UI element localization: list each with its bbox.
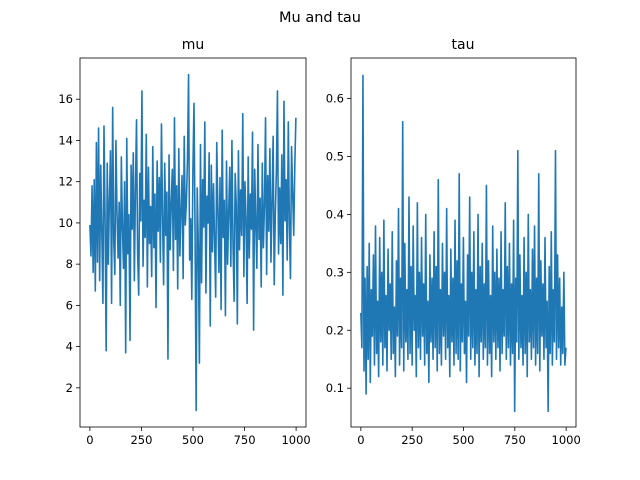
tau-y-tick-label: 0.6 xyxy=(326,92,344,106)
mu-y-tick-label: 16 xyxy=(58,92,73,106)
tau-panel-title: tau xyxy=(452,37,475,53)
mu-x-tick-label: 500 xyxy=(182,433,204,447)
mu-y-ticks: 2 4 6 8 10 12 14 16 xyxy=(58,92,80,395)
mu-panel-title: mu xyxy=(182,37,205,53)
mu-y-tick-label: 6 xyxy=(66,298,73,312)
tau-y-tick-label: 0.4 xyxy=(326,207,344,221)
mu-x-tick-label: 250 xyxy=(130,433,152,447)
figure-title: Mu and tau xyxy=(279,10,361,26)
mu-y-tick-label: 8 xyxy=(66,257,73,271)
mu-panel: mu 0 250 500 750 1000 2 4 6 8 10 12 14 16 xyxy=(58,37,310,447)
tau-x-tick-label: 0 xyxy=(357,433,364,447)
mu-series-layer xyxy=(89,73,297,412)
mu-x-tick-label: 1000 xyxy=(281,433,310,447)
mu-x-ticks: 0 250 500 750 1000 xyxy=(86,427,311,447)
mu-y-tick-label: 2 xyxy=(66,381,73,395)
tau-y-tick-label: 0.2 xyxy=(326,323,344,337)
tau-series-line-0 xyxy=(360,74,567,413)
tau-x-tick-label: 500 xyxy=(453,433,475,447)
tau-y-ticks: 0.1 0.2 0.3 0.4 0.5 0.6 xyxy=(326,92,351,395)
tau-y-tick-label: 0.5 xyxy=(326,149,344,163)
mu-y-tick-label: 10 xyxy=(58,216,73,230)
tau-x-ticks: 0 250 500 750 1000 xyxy=(357,427,581,447)
tau-y-tick-label: 0.3 xyxy=(326,265,344,279)
tau-x-tick-label: 750 xyxy=(504,433,526,447)
mu-x-tick-label: 0 xyxy=(86,433,93,447)
tau-y-tick-label: 0.1 xyxy=(326,381,344,395)
mu-y-tick-label: 14 xyxy=(58,133,73,147)
mu-series-line-0 xyxy=(89,73,297,412)
tau-panel: tau 0 250 500 750 1000 0.1 0.2 0.3 0.4 0.5 0.6 xyxy=(326,37,581,447)
mu-x-tick-label: 750 xyxy=(234,433,256,447)
tau-series-layer xyxy=(360,74,567,413)
mu-y-tick-label: 12 xyxy=(58,175,73,189)
tau-x-tick-label: 250 xyxy=(401,433,423,447)
tau-x-tick-label: 1000 xyxy=(552,433,581,447)
mu-y-tick-label: 4 xyxy=(66,340,73,354)
